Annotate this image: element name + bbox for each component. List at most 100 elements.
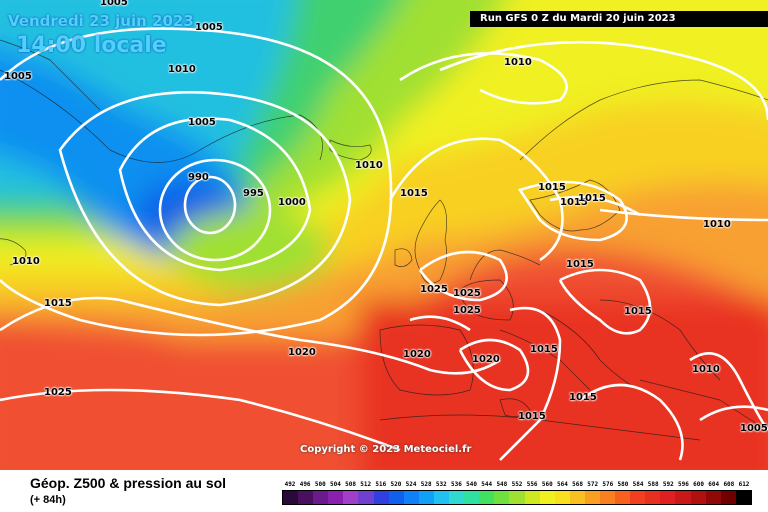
isobar-label: 1005 bbox=[188, 117, 216, 128]
isobar-label: 1015 bbox=[530, 344, 558, 355]
isobar-label: 1020 bbox=[472, 354, 500, 365]
isobar-label: 1005 bbox=[4, 71, 32, 82]
isobar-label: 1015 bbox=[569, 392, 597, 403]
isobar-label: 1015 bbox=[400, 188, 428, 199]
isobar-label: 1005 bbox=[740, 423, 768, 434]
color-scale-swatch bbox=[388, 491, 404, 504]
isobar-label: 1005 bbox=[195, 22, 223, 33]
color-scale-swatch bbox=[690, 491, 706, 504]
color-scale-swatch bbox=[735, 491, 751, 504]
scale-tick-label: 584 bbox=[632, 481, 644, 488]
color-scale-swatch bbox=[479, 491, 495, 504]
scale-tick-label: 592 bbox=[662, 481, 674, 488]
color-scale-swatch bbox=[720, 491, 736, 504]
color-scale-swatch bbox=[313, 491, 329, 504]
scale-tick-label: 560 bbox=[541, 481, 553, 488]
color-scale-swatch bbox=[449, 491, 465, 504]
isobar-label: 1025 bbox=[420, 284, 448, 295]
isobar-label: 1015 bbox=[624, 306, 652, 317]
forecast-valid-date: Vendredi 23 juin 2023 bbox=[8, 12, 194, 30]
isobar-label: 1010 bbox=[355, 160, 383, 171]
color-scale-swatch bbox=[615, 491, 631, 504]
scale-tick-label: 496 bbox=[299, 481, 311, 488]
isobar-label: 1000 bbox=[278, 197, 306, 208]
scale-tick-label: 580 bbox=[617, 481, 629, 488]
color-scale-swatch bbox=[373, 491, 389, 504]
legend-bar: Géop. Z500 & pression au sol (+ 84h) 492… bbox=[0, 470, 768, 512]
forecast-valid-hour: 14:00 locale bbox=[16, 33, 167, 58]
isobar-label: 1010 bbox=[703, 219, 731, 230]
scale-tick-label: 612 bbox=[738, 481, 750, 488]
isobar-label: 1015 bbox=[560, 197, 588, 208]
scale-tick-labels: 492 496 500 504 508 512 516 520 524 528 532 536 540 5… bbox=[282, 481, 752, 489]
isobar-label: 1015 bbox=[518, 411, 546, 422]
isobar-label: 1010 bbox=[168, 64, 196, 75]
isobars bbox=[0, 27, 768, 461]
isobar-label: 1015 bbox=[44, 298, 72, 309]
isobar-label: 1020 bbox=[288, 347, 316, 358]
coastlines bbox=[0, 39, 768, 441]
color-scale-swatch bbox=[494, 491, 510, 504]
color-scale-swatch bbox=[283, 491, 299, 504]
scale-tick-label: 536 bbox=[451, 481, 462, 488]
scale-tick-label: 588 bbox=[647, 481, 659, 488]
isobar-label: 1010 bbox=[12, 256, 40, 267]
scale-tick-label: 596 bbox=[678, 481, 689, 488]
scale-tick-label: 556 bbox=[526, 481, 538, 488]
color-scale-swatch bbox=[524, 491, 540, 504]
scale-tick-label: 512 bbox=[360, 481, 372, 488]
color-scale-swatch bbox=[630, 491, 646, 504]
forecast-map: Vendredi 23 juin 2023 14:00 locale Run G… bbox=[0, 0, 768, 470]
color-scale-swatch bbox=[298, 491, 314, 504]
scale-tick-label: 528 bbox=[420, 481, 432, 488]
forecast-range: (+ 84h) bbox=[30, 494, 66, 506]
scale-tick-label: 604 bbox=[708, 481, 720, 488]
color-scale-swatch bbox=[418, 491, 434, 504]
scale-tick-label: 608 bbox=[723, 481, 735, 488]
scale-tick-label: 540 bbox=[466, 481, 478, 488]
isobar-label: 1025 bbox=[453, 288, 481, 299]
color-scale-swatch bbox=[539, 491, 555, 504]
isobar-label: 1015 bbox=[578, 193, 606, 204]
isobar-label: 1020 bbox=[403, 349, 431, 360]
isobar-label: 1005 bbox=[100, 0, 128, 8]
color-scale-swatch bbox=[584, 491, 600, 504]
scale-tick-label: 576 bbox=[602, 481, 614, 488]
color-scale-swatch bbox=[599, 491, 616, 504]
scale-tick-label: 568 bbox=[572, 481, 583, 488]
isobar-label: 1010 bbox=[692, 364, 720, 375]
scale-tick-label: 520 bbox=[390, 481, 402, 488]
isobar-label: 1010 bbox=[504, 57, 532, 68]
scale-tick-label: 544 bbox=[481, 481, 493, 488]
color-scale-swatch bbox=[509, 491, 525, 504]
isobar-label: 1025 bbox=[453, 305, 481, 316]
scale-tick-label: 572 bbox=[587, 481, 599, 488]
scale-tick-label: 548 bbox=[496, 481, 508, 488]
color-scale-swatch bbox=[433, 491, 450, 504]
color-scale-swatch bbox=[554, 491, 570, 504]
scale-tick-label: 516 bbox=[375, 481, 387, 488]
color-scale-swatch bbox=[645, 491, 661, 504]
scale-tick-label: 552 bbox=[511, 481, 523, 488]
copyright-notice: Copyright © 2023 Meteociel.fr bbox=[300, 444, 472, 455]
color-scale-swatch bbox=[660, 491, 676, 504]
scale-tick-label: 500 bbox=[314, 481, 326, 488]
isobar-label: 1015 bbox=[538, 182, 566, 193]
color-scale bbox=[282, 490, 752, 505]
color-scale-swatch bbox=[675, 491, 691, 504]
color-scale-swatch bbox=[328, 491, 344, 504]
color-scale-swatch bbox=[464, 491, 480, 504]
scale-tick-label: 600 bbox=[693, 481, 705, 488]
color-scale-swatch bbox=[343, 491, 359, 504]
scale-tick-label: 492 bbox=[284, 481, 296, 488]
scale-tick-label: 504 bbox=[329, 481, 341, 488]
scale-tick-label: 532 bbox=[435, 481, 447, 488]
isobar-label: 1015 bbox=[566, 259, 594, 270]
scale-tick-label: 508 bbox=[345, 481, 356, 488]
product-title: Géop. Z500 & pression au sol bbox=[30, 475, 227, 491]
color-scale-swatch bbox=[569, 491, 585, 504]
isobar-label: 1025 bbox=[44, 387, 72, 398]
color-scale-swatch bbox=[403, 491, 419, 504]
model-run-banner: Run GFS 0 Z du Mardi 20 juin 2023 bbox=[470, 11, 768, 27]
